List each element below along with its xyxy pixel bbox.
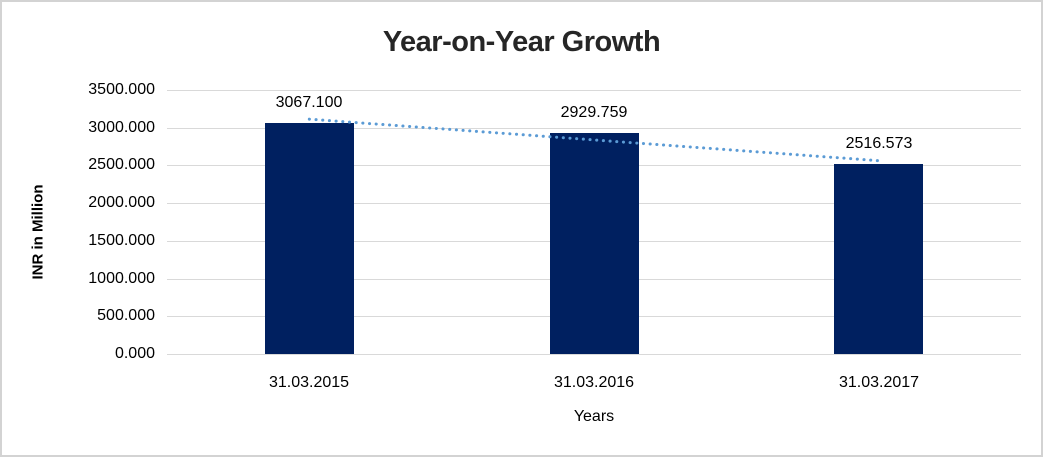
bar-value-label: 2929.759 <box>560 104 628 121</box>
chart-title: Year-on-Year Growth <box>382 26 661 58</box>
y-tick-label: 2500.000 <box>88 156 155 173</box>
y-tick-label: 1500.000 <box>88 232 155 249</box>
y-tick-label: 3500.000 <box>88 81 155 98</box>
bar-value-label: 3067.100 <box>275 94 343 111</box>
y-tick-label: 2000.000 <box>88 194 155 211</box>
gridline <box>167 90 1021 91</box>
x-axis-title: Years <box>573 408 615 425</box>
y-tick-label: 1000.000 <box>88 270 155 287</box>
bar <box>265 123 354 354</box>
category-label: 31.03.2016 <box>553 374 635 391</box>
y-tick-label: 500.000 <box>97 307 155 324</box>
category-label: 31.03.2015 <box>268 374 350 391</box>
gridline <box>167 354 1021 355</box>
bar <box>550 133 639 354</box>
category-label: 31.03.2017 <box>838 374 920 391</box>
y-tick-label: 3000.000 <box>88 119 155 136</box>
y-tick-label: 0.000 <box>114 345 155 362</box>
bar-value-label: 2516.573 <box>845 135 913 152</box>
bar <box>834 164 923 354</box>
